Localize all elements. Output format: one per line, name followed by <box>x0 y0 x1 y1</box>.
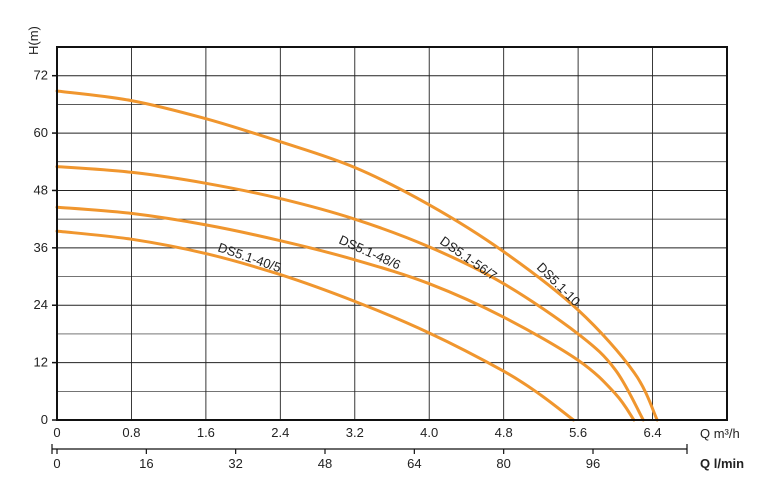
y-tick-label: 60 <box>34 125 48 140</box>
x-tick-label: 4.0 <box>420 425 438 440</box>
series-line <box>55 229 575 422</box>
performance-curves <box>55 89 659 422</box>
x-tick-label: 0.8 <box>122 425 140 440</box>
secondary-x-tick-label: 0 <box>53 456 60 471</box>
y-axis-title: H(m) <box>26 26 41 55</box>
y-tick-label: 72 <box>34 68 48 83</box>
y-tick-label: 0 <box>41 412 48 427</box>
series-line <box>55 205 636 422</box>
x-tick-label: 2.4 <box>271 425 289 440</box>
y-tick-label: 24 <box>34 297 48 312</box>
series-line <box>55 89 659 422</box>
x-tick-label: 6.4 <box>644 425 662 440</box>
series-label: DS5.1-10 <box>534 260 583 309</box>
grid <box>57 47 727 420</box>
y-tick-label: 48 <box>34 182 48 197</box>
y-tick-label: 12 <box>34 355 48 370</box>
secondary-x-tick-label: 80 <box>496 456 510 471</box>
x-tick-label: 5.6 <box>569 425 587 440</box>
secondary-x-tick-label: 16 <box>139 456 153 471</box>
secondary-x-axis-title: Q l/min <box>700 456 744 471</box>
x-axis-title: Q m³/h <box>700 426 740 441</box>
axis-ticks: 0 12 24 36 48 60 72 0 0.8 1.6 2.4 3.2 4.0 4.8 5.6 6.4 0 1… <box>34 68 688 471</box>
secondary-x-tick-label: 64 <box>407 456 421 471</box>
series-label: DS5.1-48/6 <box>337 232 403 272</box>
secondary-x-tick-label: 48 <box>318 456 332 471</box>
y-tick-label: 36 <box>34 240 48 255</box>
secondary-x-tick-label: 32 <box>228 456 242 471</box>
x-tick-label: 1.6 <box>197 425 215 440</box>
series-line <box>55 165 645 422</box>
x-tick-label: 0 <box>53 425 60 440</box>
x-tick-label: 4.8 <box>495 425 513 440</box>
secondary-x-tick-label: 96 <box>586 456 600 471</box>
plot-frame <box>56 46 728 421</box>
x-tick-label: 3.2 <box>346 425 364 440</box>
